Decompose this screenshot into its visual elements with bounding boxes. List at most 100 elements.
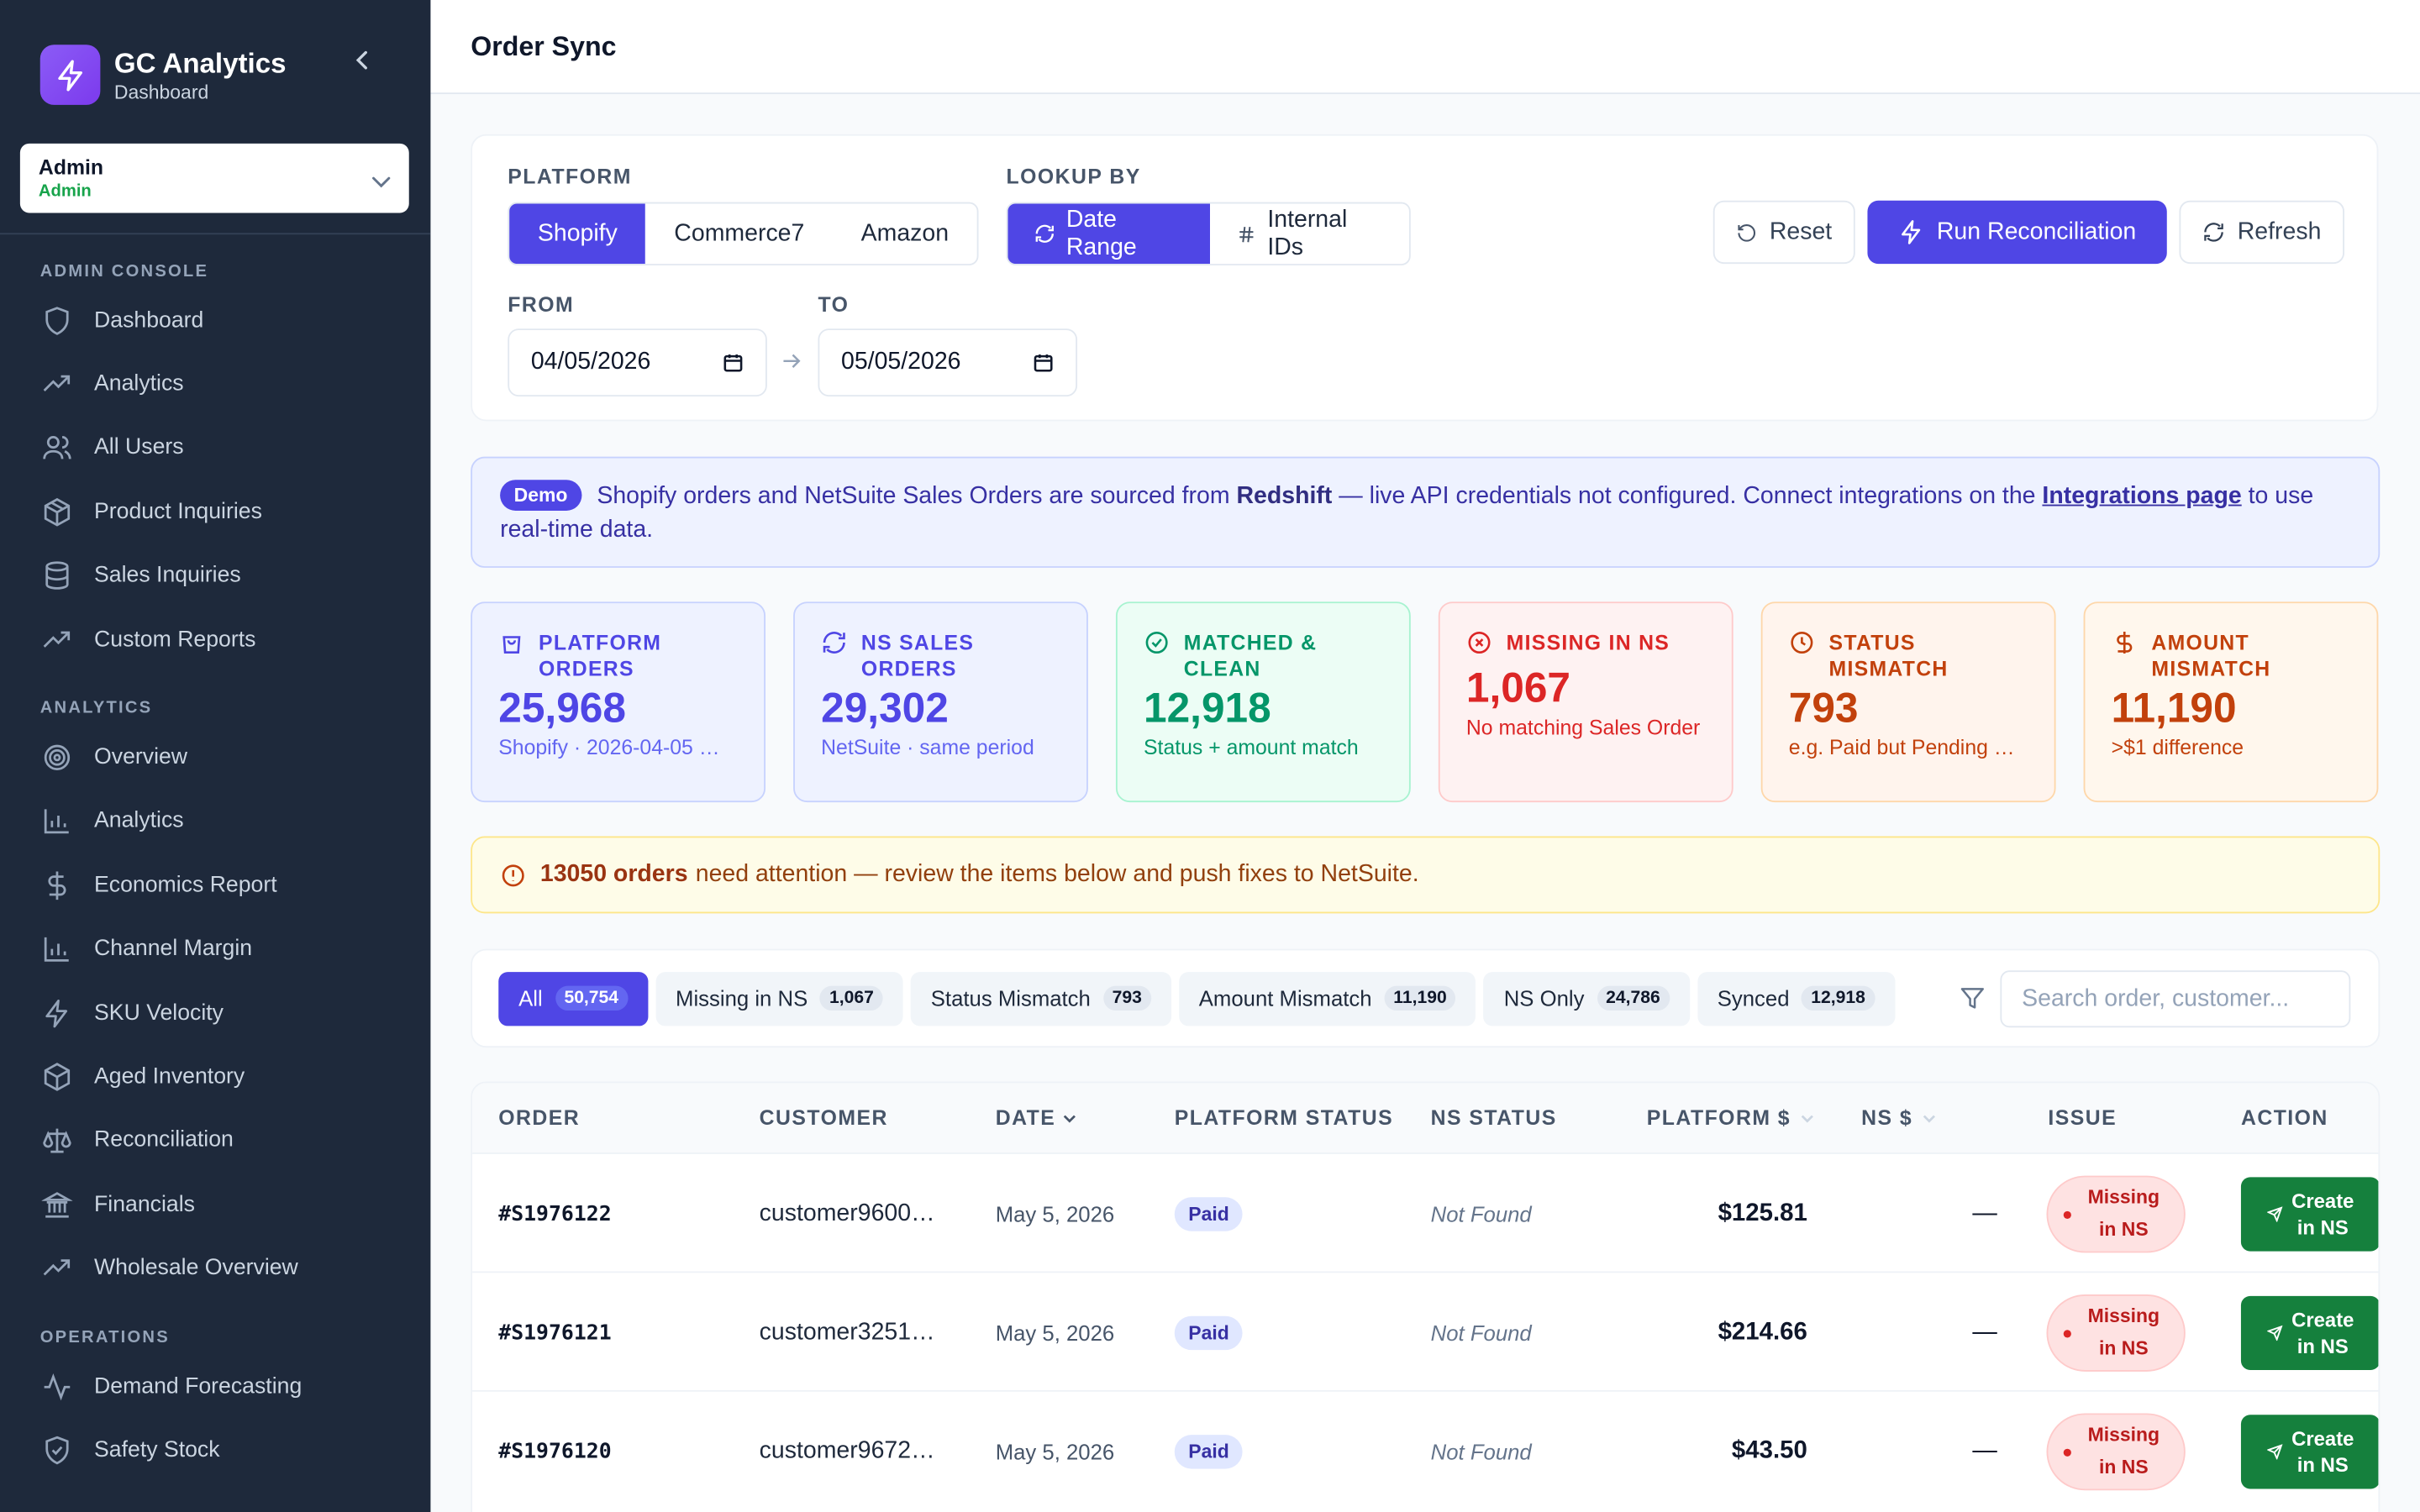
sidebar-item-analytics[interactable]: Analytics <box>0 352 430 416</box>
sidebar-item-sales-inquiries[interactable]: Sales Inquiries <box>0 544 430 608</box>
platform-shopify[interactable]: Shopify <box>509 203 646 265</box>
platform-amount: $43.50 <box>1731 1436 1807 1464</box>
send-icon <box>2266 1443 2283 1459</box>
attention-count: 13050 orders <box>539 860 688 888</box>
stat-label: NS SALES ORDERS <box>860 631 975 681</box>
user-select[interactable]: Admin Admin <box>19 143 409 213</box>
table-row[interactable]: #S1976122 customer9600… May 5, 2026 Paid… <box>472 1152 2379 1271</box>
table-row[interactable]: #S1976121 customer3251… May 5, 2026 Paid… <box>472 1271 2379 1389</box>
table-row[interactable]: #S1976120 customer9672… May 5, 2026 Paid… <box>472 1389 2379 1509</box>
ns-status: Not Found <box>1430 1200 1532 1226</box>
reset-button[interactable]: Reset <box>1712 200 1855 265</box>
bar-chart-icon <box>40 805 74 838</box>
create-in-ns-button[interactable]: Create in NS <box>2240 1414 2379 1488</box>
from-date-value: 04/05/2026 <box>530 349 651 375</box>
shield-icon <box>40 303 74 337</box>
trending-up-icon <box>40 1252 74 1285</box>
stat-card-platform-orders: PLATFORM ORDERS 25,968 Shopify · 2026-04… <box>471 601 766 803</box>
sidebar-item-demand-forecasting[interactable]: Demand Forecasting <box>0 1354 430 1418</box>
to-date-value: 05/05/2026 <box>841 349 961 375</box>
col-platform-amount[interactable]: PLATFORM $ <box>1647 1106 1816 1129</box>
check-circle-icon <box>1144 629 1171 662</box>
demo-text-middle: — live API credentials not configured. C… <box>1332 482 2043 510</box>
zap-icon <box>40 996 74 1030</box>
tab-all[interactable]: All 50,754 <box>498 971 648 1026</box>
status-dot <box>2063 1210 2071 1219</box>
stat-card-matched-clean: MATCHED & CLEAN 12,918 Status + amount m… <box>1115 601 1411 803</box>
tab-label: All <box>518 985 543 1011</box>
create-in-ns-button[interactable]: Create in NS <box>2240 1294 2379 1370</box>
sidebar-item-financials[interactable]: Financials <box>0 1173 430 1236</box>
order-date: May 5, 2026 <box>995 1438 1115 1464</box>
arrow-right-icon <box>780 349 804 381</box>
stat-value: 12,918 <box>1144 685 1271 732</box>
stat-value: 793 <box>1788 685 1859 732</box>
sidebar-item-custom-reports[interactable]: Custom Reports <box>0 608 430 672</box>
shield-check-icon <box>40 1433 74 1467</box>
sidebar-item-reconciliation[interactable]: Reconciliation <box>0 1109 430 1173</box>
platform-amount: $214.66 <box>1718 1318 1807 1345</box>
bar-chart-icon <box>40 932 74 966</box>
attention-banner: 13050 orders need attention — review the… <box>471 836 2381 914</box>
calendar-icon[interactable] <box>723 352 744 374</box>
order-id[interactable]: #S1976122 <box>498 1200 612 1226</box>
tab-count: 793 <box>1102 985 1151 1011</box>
filter-icon[interactable] <box>1959 984 1986 1020</box>
tab-ns-only[interactable]: NS Only 24,786 <box>1483 971 1690 1026</box>
customer-name: customer3251… <box>759 1318 935 1345</box>
sidebar-item-all-users[interactable]: All Users <box>0 417 430 480</box>
sidebar-item-economics-report[interactable]: Economics Report <box>0 853 430 917</box>
platform-amount: $125.81 <box>1718 1200 1807 1226</box>
sidebar-item-dashboard[interactable]: Dashboard <box>0 288 430 352</box>
tab-amount-mismatch[interactable]: Amount Mismatch 11,190 <box>1178 971 1476 1026</box>
run-reconciliation-button[interactable]: Run Reconciliation <box>1867 200 2167 265</box>
stat-sub: No matching Sales Order <box>1465 716 1701 739</box>
collapse-sidebar-icon[interactable] <box>350 46 375 74</box>
integrations-link[interactable]: Integrations page <box>2042 482 2242 510</box>
sidebar-item-wholesale-overview[interactable]: Wholesale Overview <box>0 1236 430 1300</box>
package-icon <box>40 1060 74 1094</box>
tab-status-mismatch[interactable]: Status Mismatch 793 <box>910 971 1171 1026</box>
sidebar-item-analytics-2[interactable]: Analytics <box>0 790 430 853</box>
calendar-icon[interactable] <box>1033 352 1055 374</box>
platform-amazon[interactable]: Amazon <box>860 219 950 246</box>
col-customer: CUSTOMER <box>759 1105 888 1130</box>
order-id[interactable]: #S1976121 <box>498 1320 612 1345</box>
tab-count: 1,067 <box>819 985 883 1011</box>
order-date: May 5, 2026 <box>995 1320 1115 1345</box>
reset-label: Reset <box>1769 218 1833 245</box>
platform-commerce7[interactable]: Commerce7 <box>674 219 805 246</box>
refresh-button[interactable]: Refresh <box>2179 200 2345 265</box>
action-line-2: in NS <box>2296 1333 2349 1357</box>
from-date-input[interactable]: 04/05/2026 <box>508 328 767 397</box>
sidebar-item-product-inquiries[interactable]: Product Inquiries <box>0 480 430 544</box>
scale-icon <box>40 1124 74 1158</box>
issue-badge: Missing in NS <box>2046 1174 2186 1252</box>
tab-label: Amount Mismatch <box>1198 985 1372 1011</box>
tab-missing-in-ns[interactable]: Missing in NS 1,067 <box>655 971 903 1026</box>
order-id[interactable]: #S1976120 <box>498 1438 612 1464</box>
col-ns-amount[interactable]: NS $ <box>1861 1106 1937 1129</box>
sidebar-item-safety-stock[interactable]: Safety Stock <box>0 1418 430 1482</box>
col-date[interactable]: DATE <box>995 1105 1077 1130</box>
sidebar-item-aged-inventory[interactable]: Aged Inventory <box>0 1045 430 1109</box>
sidebar-item-sku-velocity[interactable]: SKU Velocity <box>0 981 430 1045</box>
sidebar-item-overview[interactable]: Overview <box>0 726 430 790</box>
run-reconciliation-label: Run Reconciliation <box>1936 218 2137 245</box>
sort-desc-icon <box>1063 1114 1076 1122</box>
lookup-internal-ids[interactable]: Internal IDs <box>1210 203 1409 264</box>
filters-card: PLATFORM Shopify Commerce7 Amazon LOOKUP… <box>471 134 2379 422</box>
lookup-date-range[interactable]: Date Range <box>1007 203 1210 265</box>
sidebar-item-label: Demand Forecasting <box>94 1373 302 1399</box>
to-date-input[interactable]: 05/05/2026 <box>818 328 1078 397</box>
create-in-ns-button[interactable]: Create in NS <box>2240 1176 2379 1251</box>
section-admin-console: ADMIN CONSOLE <box>39 262 209 281</box>
sidebar-item-channel-margin[interactable]: Channel Margin <box>0 917 430 981</box>
tab-synced[interactable]: Synced 12,918 <box>1697 971 1895 1026</box>
col-date-label: DATE <box>995 1105 1056 1130</box>
search-input[interactable]: Search order, customer... <box>2000 970 2351 1028</box>
issue-badge: Missing in NS <box>2046 1294 2186 1371</box>
topbar: Order Sync <box>430 0 2420 95</box>
stat-sub: Status + amount match <box>1144 736 1359 759</box>
tab-label: Missing in NS <box>676 985 808 1011</box>
